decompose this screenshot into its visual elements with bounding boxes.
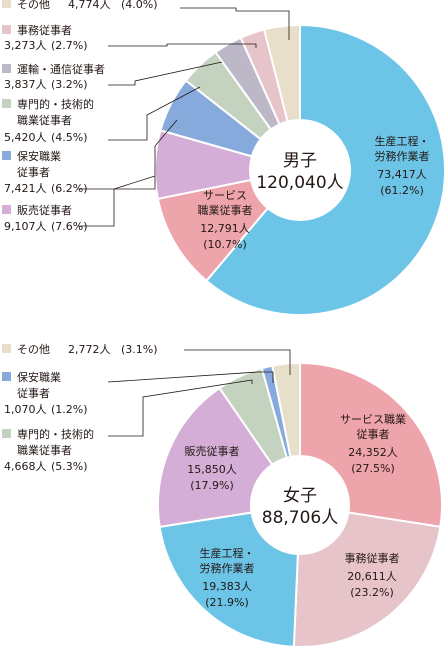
leader-line-professional: [108, 379, 253, 437]
legend-label-other: その他: [17, 343, 50, 356]
slice-label-production: 労務作業者: [200, 561, 255, 575]
legend-label-professional: 職業従事者: [17, 444, 72, 457]
legend-pct-transport: (3.2%): [51, 78, 88, 91]
slice-clerical: [292, 511, 442, 648]
leader-line-transport: [108, 61, 223, 86]
slice-label-production: 生産工程・: [200, 546, 255, 560]
slice-label-production: 労務作業者: [375, 149, 430, 163]
leader-line-security: [107, 371, 274, 383]
legend-pct-security: (1.2%): [51, 403, 88, 416]
legend-swatch-transport: [2, 64, 11, 73]
donut-chart-1: 女子88,706人サービス職業従事者24,352人(27.5%)事務従事者20,…: [2, 343, 443, 648]
legend-label-clerical: 事務従事者: [17, 23, 72, 37]
slice-other: [262, 23, 301, 123]
legend-value-professional: 5,420人: [4, 131, 47, 144]
legend-value-security: 7,421人: [4, 182, 47, 195]
slice-label-service: サービス: [203, 189, 247, 202]
legend-swatch-professional: [2, 429, 11, 438]
legend-value-professional: 4,668人: [4, 460, 47, 473]
legend-pct-clerical: (2.7%): [51, 39, 88, 52]
legend-label-other: その他: [17, 0, 50, 11]
slice-pct-service: (27.5%): [351, 462, 395, 475]
legend-swatch-clerical: [2, 25, 11, 34]
slice-label-sales: 販売従事者: [185, 445, 240, 458]
legend-swatch-other: [2, 344, 11, 353]
leader-line-clerical: [108, 43, 257, 48]
legend-label-security: 保安職業: [17, 370, 61, 384]
slice-value-clerical: 20,611人: [347, 570, 397, 583]
center-label-title: 男子: [283, 151, 317, 171]
center-label-total: 120,040人: [256, 173, 343, 193]
legend-label-professional: 職業従事者: [17, 114, 72, 127]
legend-value-other: 2,772人: [68, 343, 111, 356]
legend-pct-professional: (4.5%): [51, 131, 88, 144]
slice-pct-production: (61.2%): [380, 184, 424, 197]
legend-pct-other: (3.1%): [121, 343, 158, 356]
legend-label-professional: 専門的・技術的: [17, 97, 94, 111]
slice-production: [158, 511, 299, 648]
slice-value-service: 24,352人: [348, 446, 398, 459]
legend-swatch-security: [2, 372, 11, 381]
legend-value-clerical: 3,273人: [4, 39, 47, 52]
center-label-title: 女子: [283, 486, 317, 506]
leader-line-other: [180, 7, 290, 40]
slice-label-service: サービス職業: [340, 413, 406, 426]
donut-chart-0: 男子120,040人生産工程・労務作業者73,417人(61.2%)サービス職業…: [2, 0, 446, 316]
legend-pct-other: (4.0%): [121, 0, 158, 11]
slice-label-clerical: 事務従事者: [345, 551, 400, 565]
slice-value-service: 12,791人: [200, 222, 250, 235]
slice-pct-sales: (17.9%): [190, 479, 234, 492]
center-label-total: 88,706人: [262, 508, 338, 528]
legend-pct-professional: (5.3%): [51, 460, 88, 473]
legend-label-transport: 運輸・通信従事者: [17, 62, 105, 76]
legend-value-transport: 3,837人: [4, 78, 47, 91]
slice-value-sales: 15,850人: [187, 463, 237, 476]
legend-swatch-professional: [2, 99, 11, 108]
slice-label-service: 職業従事者: [198, 204, 253, 217]
slice-service: [299, 361, 443, 528]
legend-value-sales: 9,107人: [4, 220, 47, 233]
legend-swatch-security: [2, 151, 11, 160]
slice-pct-clerical: (23.2%): [350, 586, 394, 599]
slice-pct-production: (21.9%): [205, 596, 249, 609]
slice-pct-service: (10.7%): [203, 238, 247, 251]
leader-line-professional: [108, 86, 201, 141]
legend-label-professional: 専門的・技術的: [17, 427, 94, 441]
slice-label-service: 従事者: [357, 428, 390, 441]
legend-label-security: 従事者: [17, 166, 50, 179]
legend-label-security: 従事者: [17, 387, 50, 400]
legend-pct-sales: (7.6%): [51, 220, 88, 233]
legend-pct-security: (6.2%): [51, 182, 88, 195]
slice-value-production: 19,383人: [202, 580, 252, 593]
legend-swatch-other: [2, 0, 11, 8]
slice-production: [205, 23, 446, 316]
leader-line-other: [184, 349, 291, 375]
leader-line-security: [78, 119, 178, 190]
slice-other: [271, 361, 301, 459]
legend-label-security: 保安職業: [17, 149, 61, 163]
legend-swatch-sales: [2, 205, 11, 214]
slice-label-production: 生産工程・: [375, 134, 430, 148]
slice-value-production: 73,417人: [377, 168, 427, 181]
leader-line-sales: [78, 175, 156, 227]
legend-value-other: 4,774人: [68, 0, 111, 11]
slice-sales: [157, 386, 274, 529]
legend-label-sales: 販売従事者: [17, 204, 72, 217]
legend-value-security: 1,070人: [4, 403, 47, 416]
